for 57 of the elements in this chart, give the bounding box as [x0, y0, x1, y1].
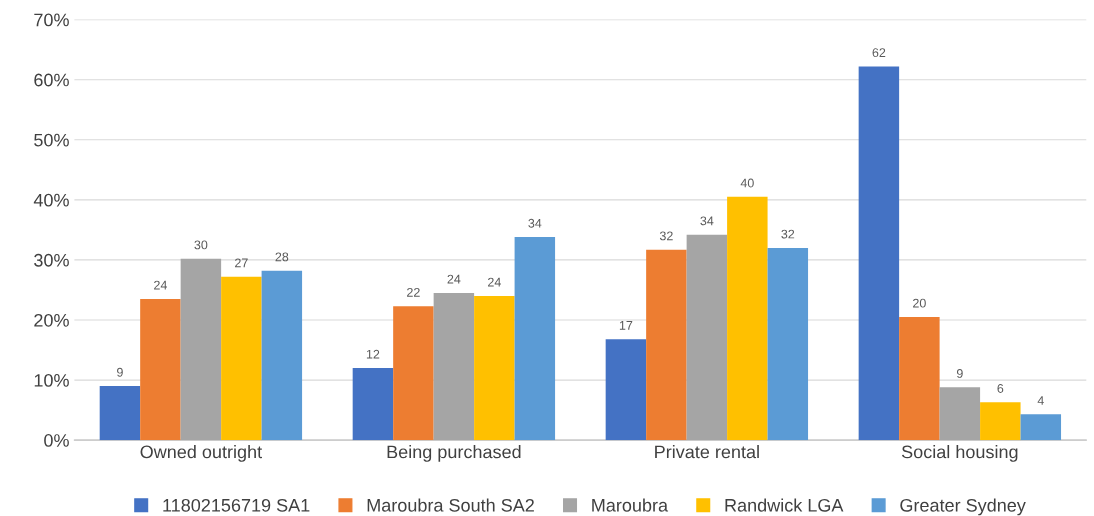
data-label: 24 — [447, 274, 461, 284]
y-tick-label: 70% — [34, 13, 69, 27]
data-label: 12 — [366, 349, 380, 359]
data-label: 24 — [488, 277, 501, 287]
bar — [646, 249, 687, 441]
x-tick-label: Owned outright — [140, 445, 262, 462]
bar — [1020, 414, 1062, 441]
bar — [899, 316, 940, 441]
data-label: 24 — [154, 280, 167, 290]
y-tick-label: 30% — [34, 253, 69, 267]
legend-label: 11802156719 SA1 — [163, 498, 310, 512]
bar — [99, 386, 141, 441]
legend-label: Maroubra South SA2 — [367, 498, 534, 512]
bar — [261, 270, 303, 441]
bar — [433, 292, 475, 441]
y-tick-label: 10% — [34, 374, 69, 387]
data-label: 27 — [235, 258, 248, 268]
bar — [980, 402, 1021, 441]
bar — [180, 258, 222, 441]
bar — [474, 295, 515, 441]
x-tick-label: Social housing — [901, 445, 1018, 462]
data-label: 17 — [619, 321, 633, 330]
data-label: 62 — [872, 48, 886, 58]
y-tick-label: 50% — [34, 133, 69, 147]
data-label: 34 — [528, 218, 542, 228]
data-label: 32 — [781, 229, 795, 239]
data-label: 28 — [275, 252, 289, 262]
x-tick-label: Private rental — [655, 445, 759, 459]
legend-label: Randwick LGA — [725, 498, 844, 512]
bar — [727, 196, 768, 441]
y-tick-label: 20% — [34, 313, 69, 327]
data-label: 9 — [117, 367, 123, 377]
bar — [939, 387, 981, 441]
data-label: 30 — [194, 240, 208, 250]
data-label: 32 — [659, 231, 673, 241]
bar — [767, 247, 809, 441]
x-tick-label: Being purchased — [387, 445, 521, 462]
legend-label: Greater Sydney — [900, 498, 1026, 516]
data-label: 9 — [956, 369, 963, 378]
bar — [140, 298, 181, 441]
bar — [221, 276, 262, 441]
y-tick-label: 60% — [34, 73, 69, 87]
data-label: 20 — [913, 298, 926, 308]
bar — [352, 368, 394, 441]
bar — [686, 234, 728, 441]
y-tick-label: 40% — [33, 193, 69, 207]
bar — [605, 339, 647, 441]
data-label: 6 — [997, 384, 1004, 393]
legend-label: Maroubra — [592, 498, 669, 512]
bar — [393, 306, 434, 441]
bar — [858, 66, 900, 441]
data-label: 22 — [407, 287, 420, 297]
data-label: 4 — [1037, 396, 1044, 405]
y-tick-label: 0% — [44, 434, 69, 447]
data-label: 34 — [700, 216, 714, 226]
bar — [514, 237, 556, 441]
data-label: 40 — [740, 178, 754, 188]
